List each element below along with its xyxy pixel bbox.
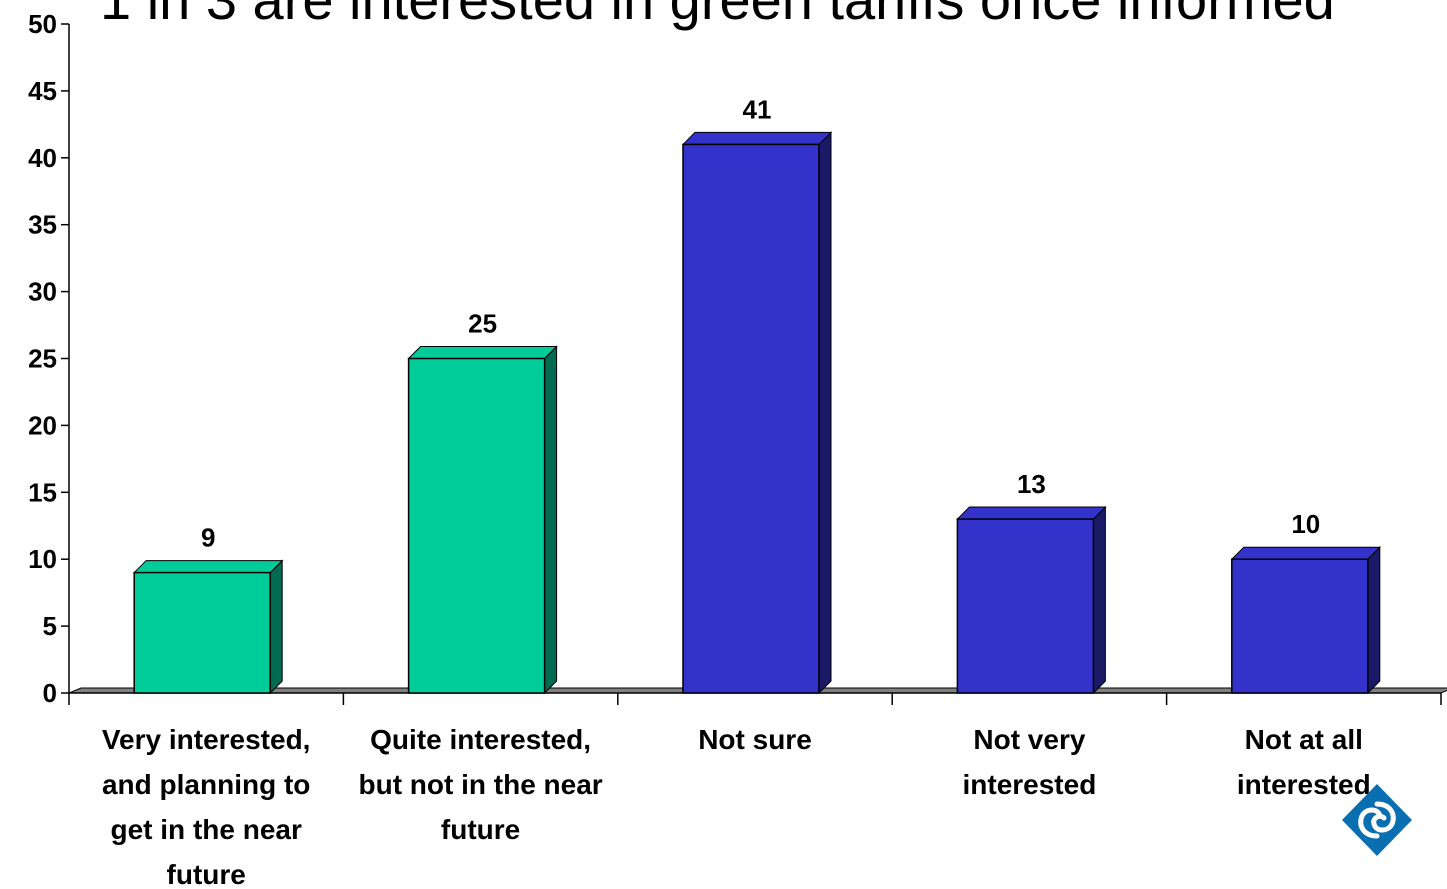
x-tick-label: interested [962,769,1096,800]
x-tick-label: Not very [973,724,1085,755]
y-tick-label: 25 [28,344,57,374]
bar [682,143,820,694]
y-tick-label: 0 [43,678,57,708]
bar-side [818,131,832,695]
bar [956,518,1095,694]
y-tick-label: 45 [28,76,57,106]
y-tick-label: 15 [28,477,57,507]
bar-top [956,506,1107,520]
y-tick-label: 50 [28,9,57,39]
x-tick-label: Very interested, [102,724,311,755]
y-tick-label: 10 [28,544,57,574]
y-tick-label: 30 [28,277,57,307]
data-label: 41 [743,94,772,124]
chart-title: 1 in 3 are interested in green tariffs o… [100,0,1335,28]
data-label: 9 [201,523,215,553]
x-tick-label: interested [1237,769,1371,800]
bar [1231,558,1369,694]
bar-top [681,131,833,145]
bar [133,571,271,694]
data-label: 13 [1017,469,1046,499]
x-tick-label: future [441,814,520,845]
x-tick-label: Not at all [1245,724,1363,755]
y-tick-label: 35 [28,210,57,240]
y-tick-label: 5 [43,611,57,641]
bar-side [269,559,283,695]
y-tick-label: 20 [28,410,57,440]
bar-top [407,346,558,359]
bar-side [1092,505,1106,695]
energy-swirl-logo-icon [1342,784,1412,856]
x-tick-label: Not sure [698,724,812,755]
bar-top [1230,546,1382,560]
bar-side [1367,545,1381,695]
x-tick-label: future [167,859,246,889]
bar [407,357,546,694]
y-tick-label: 40 [28,143,57,173]
x-tick-label: get in the near [111,814,302,845]
x-tick-label: but not in the near [358,769,602,800]
bar-side [544,345,558,695]
x-tick-label: Quite interested, [370,724,591,755]
x-tick-label: and planning to [102,769,310,800]
data-label: 10 [1291,509,1320,539]
bar-top [132,560,284,574]
data-label: 25 [468,309,497,339]
